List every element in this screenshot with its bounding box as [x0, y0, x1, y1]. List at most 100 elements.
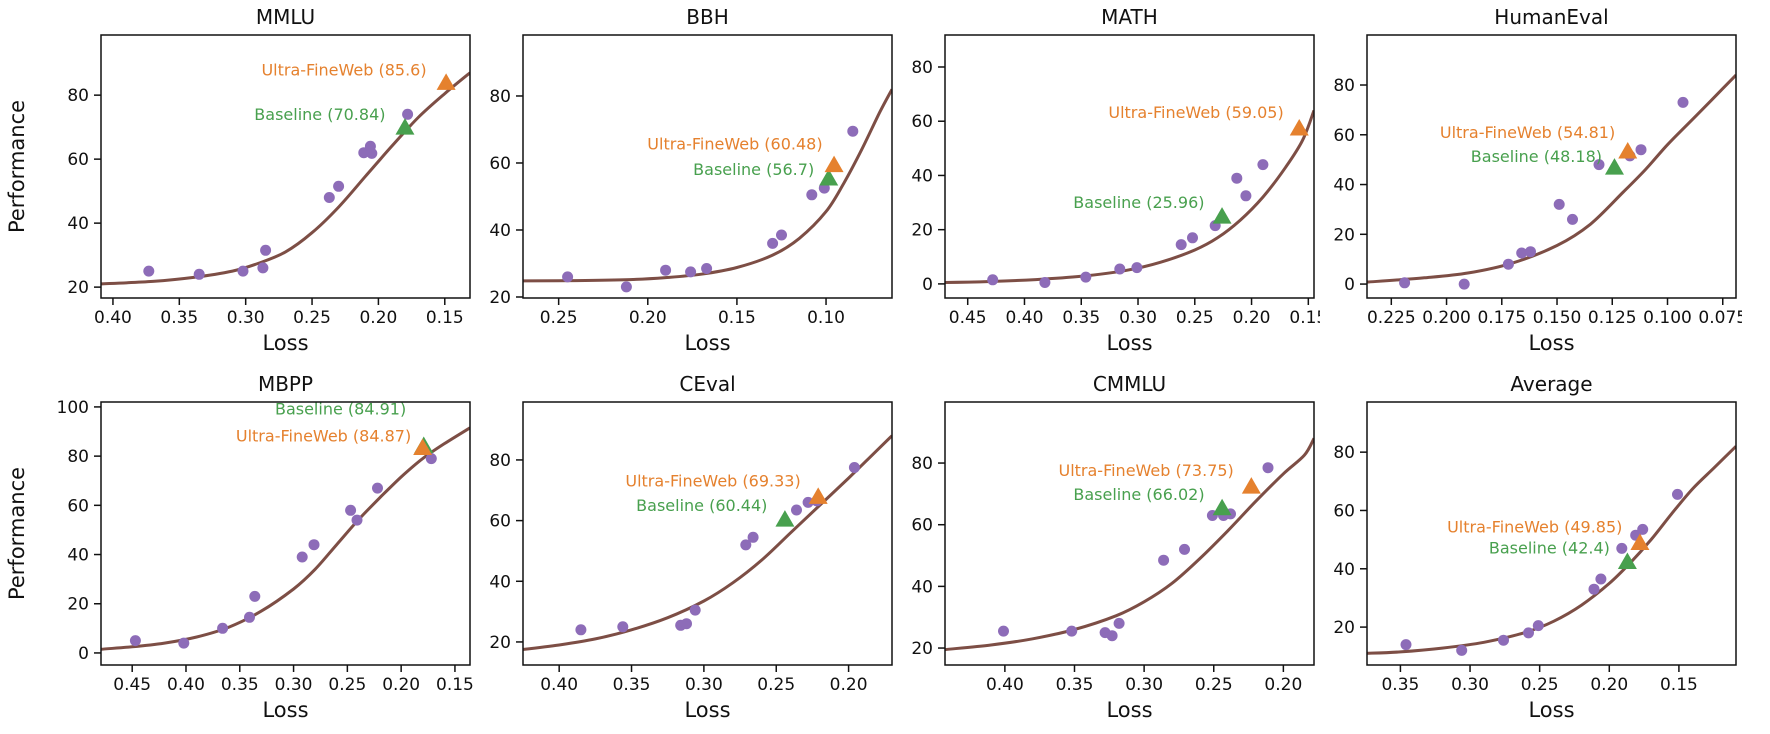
chart-title-mbpp: MBPP	[258, 372, 313, 396]
scatter-point	[1399, 277, 1411, 289]
baseline-marker	[1604, 158, 1624, 175]
ultra-marker	[1241, 477, 1261, 494]
x-tick-label: 0.10	[807, 308, 845, 328]
scatter-point	[776, 229, 787, 241]
panel-cmmlu: CMMLU 0.40 0.35 0.30 0.25 0.20 20 40 60 80 Loss Bas…	[911, 372, 1315, 722]
scatter-point	[1080, 271, 1092, 283]
panel-bbh: BBH 0.25 0.20 0.15 0.10 20 40 60 80 Loss Baseline …	[489, 5, 893, 355]
x-tick-label: 0.40	[94, 308, 132, 328]
y-tick-label: 80	[489, 87, 511, 107]
x-tick-label: 0.20	[1233, 308, 1271, 328]
x-tick-label: 0.35	[1381, 675, 1419, 695]
scatter-point	[244, 611, 255, 623]
y-tick-label: 80	[67, 447, 89, 467]
y-tick-label: 20	[911, 221, 933, 241]
x-tick-label: 0.35	[221, 675, 259, 695]
baseline-annotation: Baseline (66.02)	[1073, 485, 1204, 504]
x-tick-label: 0.100	[1643, 308, 1692, 328]
y-tick-label: 60	[1333, 126, 1355, 146]
x-tick-label: 0.30	[1119, 308, 1157, 328]
scatter-point	[1502, 258, 1514, 270]
y-tick-label: 80	[1333, 443, 1355, 463]
baseline-annotation: Baseline (42.4)	[1489, 539, 1610, 558]
chart-title-mmlu: MMLU	[256, 5, 315, 29]
chart-title-cmmlu: CMMLU	[1093, 372, 1166, 396]
x-tick-label: 0.30	[275, 675, 313, 695]
fit-curve	[523, 88, 892, 283]
scatter-point	[1240, 190, 1252, 202]
scatter-point	[685, 266, 697, 278]
y-tick-label: 40	[1333, 176, 1355, 196]
x-tick-label: 0.35	[613, 675, 651, 695]
fit-curve	[101, 71, 470, 286]
scatter-point	[562, 271, 574, 283]
baseline-marker	[1617, 552, 1637, 569]
scatter-point	[345, 504, 357, 516]
scatter-point	[333, 180, 345, 192]
chart-title-bbh: BBH	[686, 5, 728, 29]
scatter-point	[1525, 246, 1536, 258]
panel-ceval: CEval 0.40 0.35 0.30 0.25 0.20 20 40 60 80 Loss Bas…	[489, 372, 893, 722]
scatter-point	[425, 453, 437, 465]
scatter-point	[620, 281, 632, 293]
scatter-point	[701, 263, 713, 274]
axis-box	[522, 401, 893, 666]
x-tick-label: 0.20	[629, 308, 667, 328]
x-axis-label: Loss	[262, 331, 308, 355]
chart-title-ceval: CEval	[679, 372, 735, 396]
baseline-annotation: Baseline (70.84)	[254, 105, 385, 124]
scatter-point	[1114, 263, 1126, 275]
x-tick-label: 0.15	[426, 308, 464, 328]
y-tick-label: 40	[67, 214, 89, 234]
scatter-point	[740, 539, 752, 551]
scatter-point	[1677, 96, 1689, 108]
x-axis-label: Loss	[1528, 331, 1574, 355]
y-tick-label: 20	[1333, 225, 1355, 245]
scatter-point	[1593, 159, 1605, 171]
y-tick-label: 40	[489, 572, 511, 592]
ultra-marker	[1630, 533, 1650, 551]
x-tick-label: 0.15	[718, 308, 756, 328]
scatter-point	[1516, 247, 1528, 259]
panel-mbpp: MBPP 0.45 0.40 0.35 0.30 0.25 0.20 0.15 0 20 40 60 8…	[6, 372, 474, 722]
x-tick-label: 0.35	[1056, 675, 1094, 695]
baseline-marker	[1212, 207, 1232, 224]
x-tick-label: 0.25	[328, 675, 366, 695]
ultra-marker	[413, 438, 433, 456]
y-tick-label: 20	[489, 288, 511, 308]
scatter-point	[848, 462, 860, 473]
x-tick-label: 0.225	[1367, 308, 1416, 328]
x-tick-label: 0.20	[830, 675, 868, 695]
scatter-point	[1616, 542, 1628, 554]
x-tick-label: 0.40	[986, 675, 1024, 695]
ultra-annotation: Ultra-FineWeb (69.33)	[625, 471, 800, 490]
ultra-annotation: Ultra-FineWeb (84.87)	[236, 427, 411, 446]
y-tick-label: 40	[67, 546, 89, 566]
panel-humaneval: HumanEval 0.225 0.200 0.175 0.150 0.125 0.100 0…	[1333, 5, 1742, 355]
baseline-marker	[1212, 498, 1232, 516]
baseline-annotation: Baseline (84.91)	[275, 400, 406, 419]
scatter-point	[308, 539, 320, 551]
scatter-point	[1456, 644, 1468, 656]
y-tick-label: 40	[1333, 560, 1355, 580]
y-tick-label: 60	[489, 154, 511, 174]
scatter-point	[1672, 488, 1683, 500]
x-axis-label: Loss	[262, 698, 308, 722]
x-axis-label: Loss	[684, 331, 730, 355]
scatter-point	[1175, 239, 1187, 251]
scatter-point	[1532, 620, 1544, 632]
y-axis-label: Performance	[6, 467, 29, 600]
ultra-marker	[436, 73, 456, 90]
y-tick-label: 20	[67, 278, 89, 298]
chart-title-humaneval: HumanEval	[1494, 5, 1608, 29]
x-tick-label: 0.25	[1195, 675, 1233, 695]
y-tick-label: 20	[489, 633, 511, 653]
y-tick-label: 40	[911, 577, 933, 597]
scatter-point	[1523, 627, 1534, 639]
x-tick-label: 0.40	[167, 675, 205, 695]
x-tick-label: 0.25	[540, 308, 578, 328]
x-tick-label: 0.25	[293, 308, 331, 328]
scatter-point	[802, 496, 814, 508]
x-tick-label: 0.175	[1477, 308, 1526, 328]
scatter-point	[681, 618, 692, 630]
